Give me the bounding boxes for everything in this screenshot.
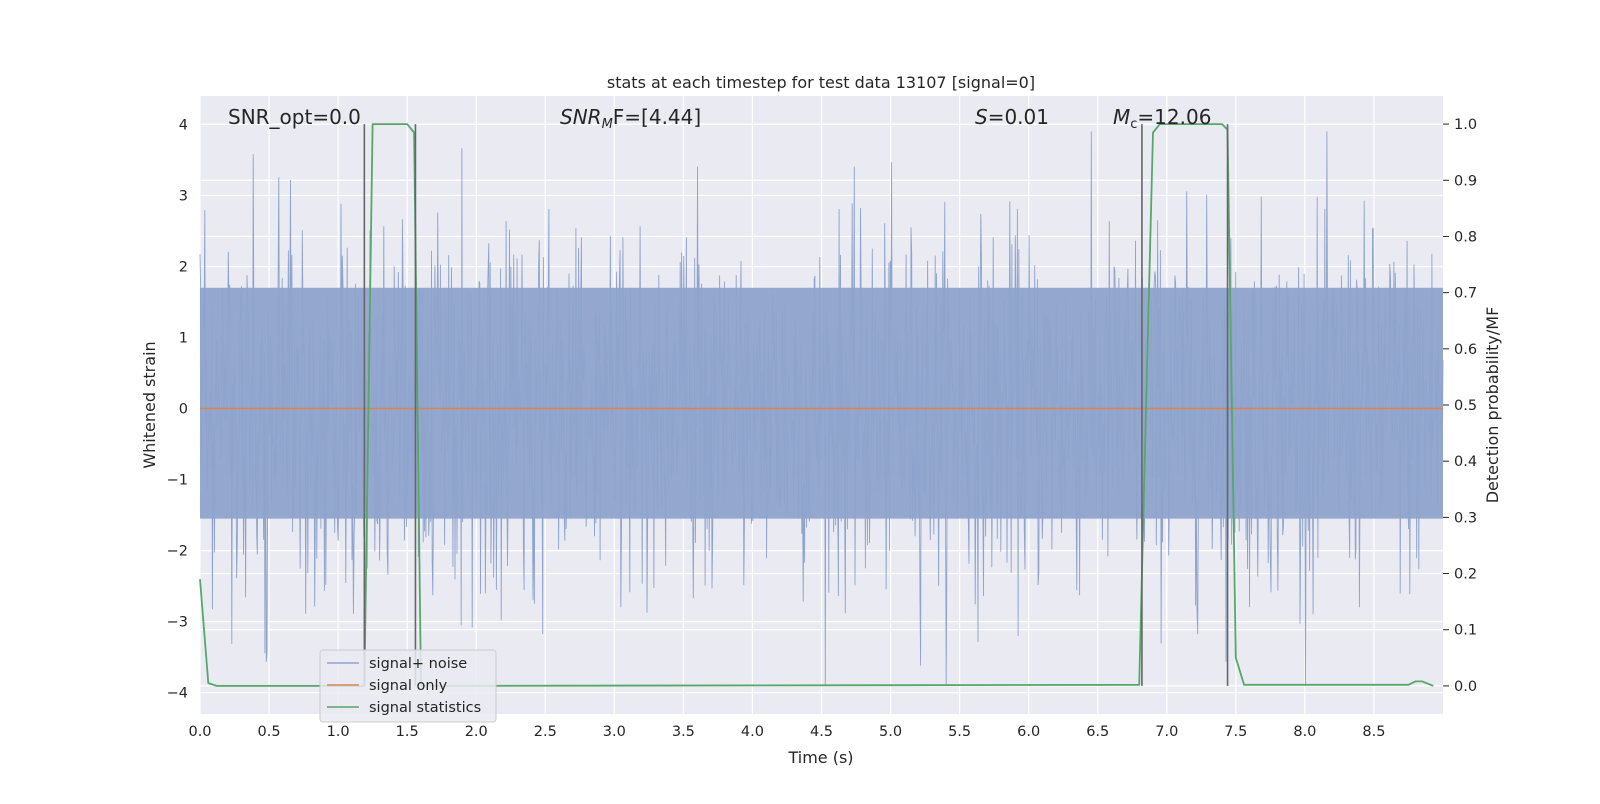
x-tick-label-5: 2.5 bbox=[534, 724, 557, 740]
s-rest: =0.01 bbox=[988, 105, 1049, 129]
y2-tick-label-8: 0.2 bbox=[1454, 567, 1477, 583]
x-tick-label-11: 5.5 bbox=[948, 724, 971, 740]
mc-base: M bbox=[1113, 105, 1130, 129]
noise-trace bbox=[199, 131, 1444, 686]
x-tick-label-7: 3.5 bbox=[672, 724, 695, 740]
y2-tick-label-5: 0.5 bbox=[1454, 398, 1477, 414]
y2-tick-label-2: 0.8 bbox=[1454, 229, 1477, 245]
series-signal-statistics bbox=[199, 123, 1434, 687]
x-tick-label-10: 5.0 bbox=[879, 724, 902, 740]
series-signal-noise bbox=[199, 131, 1444, 686]
mc-sub: c bbox=[1130, 117, 1137, 132]
x-tick-label-9: 4.5 bbox=[810, 724, 833, 740]
y-tick-label-7: −3 bbox=[167, 615, 188, 631]
y-tick-label-4: 0 bbox=[179, 402, 188, 418]
y2-tick-label-10: 0.0 bbox=[1454, 679, 1477, 695]
x-axis-label: Time (s) bbox=[787, 748, 853, 767]
y-axis-label: Whitened strain bbox=[140, 341, 159, 468]
annotation-snr-opt: SNR_opt=0.0 bbox=[228, 105, 361, 129]
x-tick-label-12: 6.0 bbox=[1017, 724, 1040, 740]
x-tick-label-14: 7.0 bbox=[1155, 724, 1178, 740]
vertical-markers bbox=[363, 124, 1229, 686]
s-italic: S bbox=[975, 105, 988, 129]
y-tick-label-5: −1 bbox=[167, 473, 188, 489]
y-tick-label-0: 4 bbox=[179, 117, 188, 133]
snr-mf-sub: M bbox=[602, 117, 613, 132]
y2-tick-label-0: 1.0 bbox=[1454, 117, 1477, 133]
signal-statistics-line bbox=[199, 123, 1434, 687]
x-tick-label-16: 8.0 bbox=[1293, 724, 1316, 740]
snr-mf-base: SNR bbox=[560, 105, 602, 129]
legend-label-signal-only: signal only bbox=[369, 678, 448, 694]
y2-tick-label-3: 0.7 bbox=[1454, 286, 1477, 302]
y2-tick-label-9: 0.1 bbox=[1454, 623, 1477, 639]
x-tick-label-2: 1.0 bbox=[327, 724, 350, 740]
chart-title: stats at each timestep for test data 131… bbox=[607, 73, 1035, 92]
y2-axis-label: Detection probability/MF bbox=[1483, 307, 1502, 504]
annotation-s: S=0.01 bbox=[975, 105, 1049, 129]
legend-label-signal-noise: signal+ noise bbox=[369, 656, 467, 672]
x-tick-labels: 0.0 0.5 1.0 1.5 2.0 2.5 3.0 3.5 4.0 4.5 5.0 5.5 6.0 6… bbox=[188, 724, 1385, 740]
y-tick-label-8: −4 bbox=[167, 686, 188, 702]
x-tick-label-13: 6.5 bbox=[1086, 724, 1109, 740]
annotation-snr-mf: SNRMF=[4.44] bbox=[560, 105, 701, 132]
x-tick-label-17: 8.5 bbox=[1362, 724, 1385, 740]
y-tick-label-6: −2 bbox=[167, 544, 188, 560]
y2-tick-labels: 1.0 0.9 0.8 0.7 0.6 0.5 0.4 0.3 0.2 0.1 0.0 bbox=[1443, 117, 1477, 695]
y2-tick-label-1: 0.9 bbox=[1454, 173, 1477, 189]
y2-tick-label-7: 0.3 bbox=[1454, 510, 1477, 526]
snr-mf-rest: F=[4.44] bbox=[613, 105, 701, 129]
y-tick-label-1: 3 bbox=[179, 188, 188, 204]
x-tick-label-0: 0.0 bbox=[188, 724, 211, 740]
x-tick-label-4: 2.0 bbox=[465, 724, 488, 740]
legend: signal+ noise signal only signal statist… bbox=[319, 649, 497, 723]
y2-tick-label-6: 0.4 bbox=[1454, 454, 1477, 470]
y-tick-label-2: 2 bbox=[179, 259, 188, 275]
y-tick-label-3: 1 bbox=[179, 331, 188, 347]
x-tick-label-3: 1.5 bbox=[396, 724, 419, 740]
mc-rest: =12.06 bbox=[1137, 105, 1211, 129]
legend-box bbox=[319, 649, 497, 723]
x-tick-label-6: 3.0 bbox=[603, 724, 626, 740]
y2-tick-label-4: 0.6 bbox=[1454, 342, 1477, 358]
y-tick-labels: 4 3 2 1 0 −1 −2 −3 −4 bbox=[167, 117, 188, 701]
x-tick-label-1: 0.5 bbox=[258, 724, 281, 740]
annotation-mc: Mc=12.06 bbox=[1113, 105, 1211, 132]
x-tick-label-15: 7.5 bbox=[1224, 724, 1247, 740]
legend-label-signal-statistics: signal statistics bbox=[369, 700, 481, 716]
x-tick-label-8: 4.0 bbox=[741, 724, 764, 740]
